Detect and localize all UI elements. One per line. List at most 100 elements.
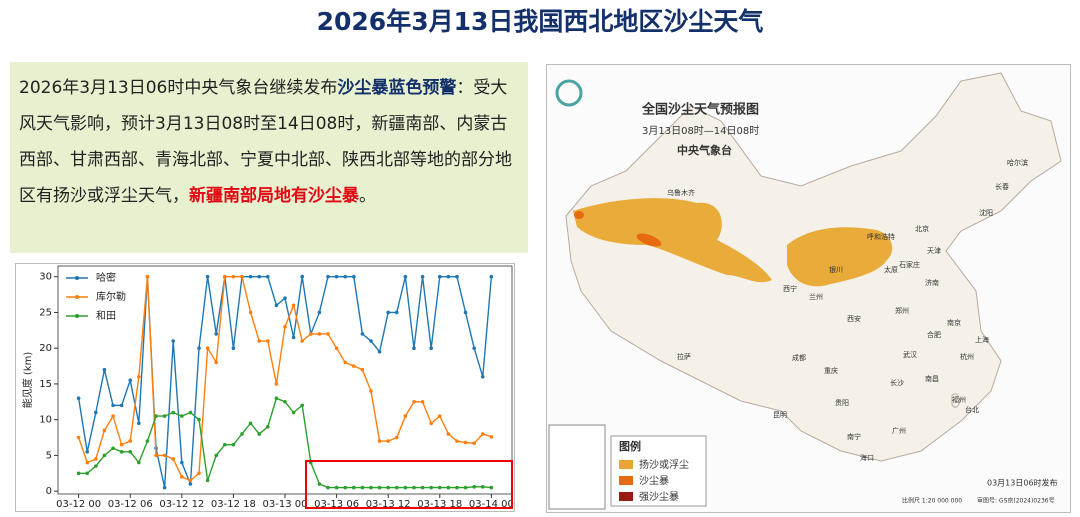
data-point: [463, 440, 468, 445]
y-axis-title: 能见度 (km): [21, 352, 34, 409]
sandstorm-area: [636, 233, 662, 247]
city: 沈阳: [979, 208, 993, 217]
data-point: [291, 335, 296, 340]
legend-swatch: [619, 492, 633, 501]
y-tick-label: 0: [46, 486, 52, 497]
city: 乌鲁木齐: [667, 188, 695, 197]
legend-marker: [75, 276, 79, 280]
data-point: [223, 442, 227, 447]
data-point: [180, 475, 184, 479]
series-line: [78, 397, 492, 489]
city: 天津: [927, 247, 941, 255]
data-point: [446, 485, 451, 490]
data-point: [463, 310, 468, 315]
city: 哈尔滨: [1007, 158, 1028, 167]
data-point: [283, 324, 287, 329]
sandstorm-area: [574, 211, 584, 219]
data-point: [128, 378, 133, 383]
x-tick-label: 03-12 12: [159, 499, 204, 510]
data-point: [111, 446, 115, 451]
data-point: [300, 339, 304, 343]
data-point: [85, 460, 90, 465]
y-tick-label: 20: [39, 343, 52, 354]
data-point: [377, 485, 382, 490]
city: 广州: [892, 426, 906, 435]
data-point: [102, 453, 107, 458]
data-point: [360, 332, 365, 336]
legend-marker: [75, 314, 79, 318]
y-tick-label: 30: [39, 272, 52, 283]
city: 武汉: [903, 350, 917, 359]
data-point: [308, 332, 313, 336]
x-tick-label: 03-13 12: [366, 499, 411, 510]
data-point: [248, 274, 253, 279]
data-point: [85, 450, 90, 454]
data-point: [76, 435, 81, 440]
data-point: [266, 339, 270, 343]
data-point: [326, 274, 330, 279]
data-point: [394, 435, 399, 440]
city: 昆明: [773, 411, 787, 419]
data-point: [480, 432, 485, 436]
x-tick-label: 03-13 06: [314, 499, 359, 510]
data-point: [437, 414, 442, 418]
data-point: [351, 364, 356, 368]
legend-swatch: [619, 460, 633, 469]
x-tick-label: 03-13 00: [263, 499, 308, 510]
city: 重庆: [824, 366, 838, 375]
data-point: [223, 274, 227, 279]
city: 杭州: [960, 352, 974, 361]
data-point: [489, 274, 494, 279]
data-point: [283, 399, 287, 404]
data-point: [412, 399, 416, 404]
map-subtitle: 3月13日08时—14日08时: [642, 125, 759, 137]
city: 贵阳: [835, 398, 849, 407]
data-point: [394, 485, 399, 490]
data-point: [214, 453, 219, 458]
data-point: [257, 274, 262, 279]
data-point: [274, 303, 279, 308]
data-point: [231, 274, 236, 279]
city: 长春: [995, 182, 1009, 191]
data-point: [154, 414, 158, 418]
data-point: [291, 303, 296, 308]
city: 南京: [947, 318, 961, 327]
data-point: [76, 396, 81, 401]
island: [951, 393, 961, 408]
data-point: [472, 346, 476, 350]
data-point: [412, 346, 416, 350]
x-tick-label: 03-12 00: [56, 499, 101, 510]
series-line: [77, 276, 493, 488]
data-point: [351, 274, 356, 279]
data-point: [214, 332, 219, 336]
data-point: [205, 478, 210, 483]
data-point: [180, 414, 184, 418]
city: 南昌: [925, 374, 939, 383]
city: 呼和浩特: [867, 232, 895, 241]
map-agency: 中央气象台: [677, 143, 732, 157]
data-point: [291, 410, 296, 415]
data-point: [197, 417, 201, 422]
data-point: [154, 453, 158, 458]
city-labels: 乌鲁木齐 呼和浩特 北京 天津 银川 西宁 兰州 太原 石家庄 沈阳 长春 哈尔…: [667, 158, 1028, 462]
data-point: [257, 432, 262, 436]
data-point: [420, 485, 425, 490]
y-tick-label: 15: [39, 379, 52, 390]
highlight-box: [305, 460, 513, 509]
map-title: 全国沙尘天气预报图: [641, 102, 759, 118]
city: 成都: [792, 353, 806, 362]
data-point: [326, 332, 330, 336]
data-point: [102, 428, 107, 433]
x-tick-label: 03-12 06: [108, 499, 153, 510]
data-point: [446, 274, 451, 279]
data-point: [171, 410, 176, 415]
data-point: [162, 453, 167, 458]
data-point: [429, 421, 433, 426]
data-point: [386, 485, 390, 490]
data-point: [480, 485, 485, 489]
data-point: [343, 485, 347, 490]
city: 福州: [952, 395, 966, 404]
city: 台北: [965, 405, 979, 414]
y-tick-label: 25: [39, 307, 52, 318]
